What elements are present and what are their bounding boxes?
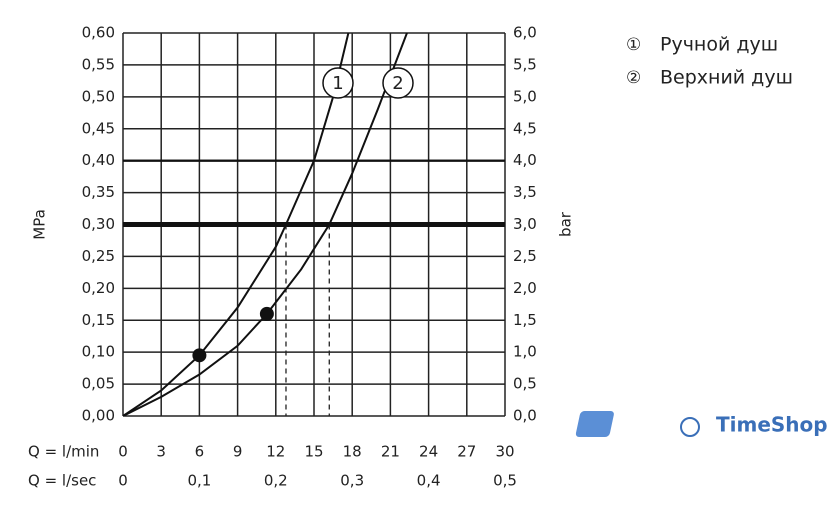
- point: [192, 348, 207, 363]
- x-tick-label: 3: [156, 443, 166, 461]
- y-tick-label: 0,25: [82, 247, 115, 265]
- x2-axis-label: Q = l/sec: [28, 472, 96, 490]
- curve-label: 1: [332, 73, 343, 94]
- x2-tick-label: 0,2: [264, 472, 288, 490]
- x-tick-label: 18: [343, 443, 362, 461]
- y-tick-label: 0,40: [82, 151, 115, 169]
- y2-axis-label: bar: [557, 211, 575, 237]
- y2-tick-label: 1,0: [513, 343, 537, 361]
- y-tick-label: 0,00: [82, 407, 115, 425]
- y2-tick-label: 4,5: [513, 119, 537, 137]
- watermark: TimeShop: [716, 413, 828, 437]
- y-axis-label: MPa: [31, 209, 49, 240]
- y2-tick-label: 5,5: [513, 55, 537, 73]
- x-tick-label: 30: [495, 443, 514, 461]
- y2-tick-label: 5,0: [513, 87, 537, 105]
- x2-tick-label: 0,1: [187, 472, 211, 490]
- y-tick-label: 0,50: [82, 87, 115, 105]
- y2-tick-label: 1,5: [513, 311, 537, 329]
- y2-tick-label: 0,0: [513, 407, 537, 425]
- x-tick-label: 0: [118, 443, 128, 461]
- x-tick-label: 27: [457, 443, 476, 461]
- x-tick-label: 15: [304, 443, 323, 461]
- legend-label: Верхний душ: [660, 67, 793, 89]
- logo-clock: [680, 417, 700, 437]
- y2-tick-label: 2,0: [513, 279, 537, 297]
- x-axis-label: Q = l/min: [28, 443, 99, 461]
- point: [259, 306, 274, 321]
- y2-tick-label: 3,0: [513, 215, 537, 233]
- y-tick-label: 0,05: [82, 375, 115, 393]
- x-tick-label: 12: [266, 443, 285, 461]
- y-tick-label: 0,30: [82, 215, 115, 233]
- curve-label-ring: [382, 67, 414, 99]
- y-tick-label: 0,15: [82, 311, 115, 329]
- y2-tick-label: 4,0: [513, 151, 537, 169]
- y2-tick-label: 2,5: [513, 247, 537, 265]
- x-tick-label: 21: [381, 443, 400, 461]
- y-tick-label: 0,60: [82, 24, 115, 42]
- y2-tick-label: 6,0: [513, 24, 537, 42]
- legend-symbol: ①: [626, 35, 641, 55]
- legend-symbol: ②: [626, 68, 641, 88]
- x2-tick-label: 0,4: [417, 472, 441, 490]
- x-tick-label: 24: [419, 443, 438, 461]
- y2-tick-label: 0,5: [513, 375, 537, 393]
- x2-tick-label: 0: [118, 472, 128, 490]
- y-tick-label: 0,20: [82, 279, 115, 297]
- curve: [123, 33, 350, 416]
- y-tick-label: 0,10: [82, 343, 115, 361]
- legend-label: Ручной душ: [660, 34, 778, 56]
- y-tick-label: 0,45: [82, 119, 115, 137]
- x-tick-label: 9: [233, 443, 243, 461]
- curve: [123, 33, 408, 416]
- curve-label-ring: [322, 67, 354, 99]
- logo-icon: [575, 411, 614, 437]
- y-tick-label: 0,35: [82, 183, 115, 201]
- y2-tick-label: 3,5: [513, 183, 537, 201]
- y-tick-label: 0,55: [82, 55, 115, 73]
- x2-tick-label: 0,5: [493, 472, 517, 490]
- x-tick-label: 6: [195, 443, 205, 461]
- curve-label: 2: [392, 73, 403, 94]
- x2-tick-label: 0,3: [340, 472, 364, 490]
